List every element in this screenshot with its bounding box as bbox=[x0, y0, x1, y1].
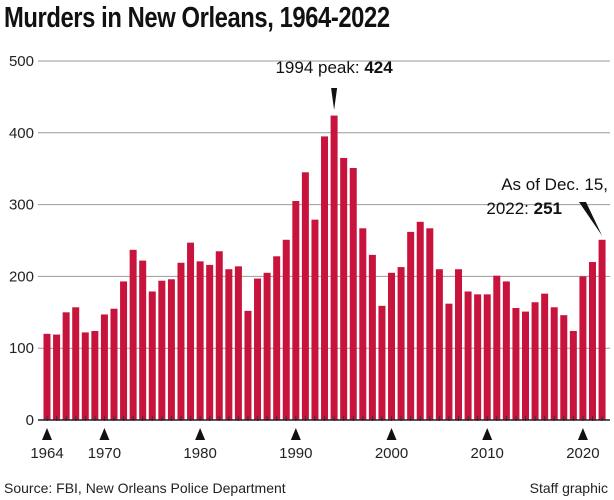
peak-pointer-icon bbox=[331, 88, 338, 110]
bar-2020 bbox=[579, 276, 587, 420]
bar-1989 bbox=[282, 239, 290, 420]
latest-annotation-line1: As of Dec. 15, bbox=[501, 175, 608, 194]
bar-2007 bbox=[455, 269, 463, 420]
bar-1993 bbox=[321, 136, 329, 420]
x-tick-arrow-icon bbox=[290, 428, 301, 440]
bar-1987 bbox=[263, 272, 271, 420]
bar-2018 bbox=[560, 315, 568, 420]
credit: Staff graphic bbox=[529, 480, 608, 496]
bar-2011 bbox=[493, 275, 501, 420]
bar-2019 bbox=[569, 330, 577, 420]
x-tick-label: 2000 bbox=[375, 445, 408, 462]
bar-2002 bbox=[407, 231, 415, 420]
bar-1981 bbox=[206, 264, 214, 420]
chart-title: Murders in New Orleans, 1964-2022 bbox=[4, 2, 390, 34]
y-tick-label: 0 bbox=[26, 412, 34, 429]
latest-annotation-line2: 2022: 251 bbox=[486, 199, 562, 218]
bar-1974 bbox=[139, 260, 147, 420]
x-tick-arrow-icon bbox=[195, 428, 206, 440]
bar-1997 bbox=[359, 228, 367, 420]
bar-2005 bbox=[435, 269, 443, 420]
bar-1992 bbox=[311, 219, 319, 420]
y-tick-label: 500 bbox=[9, 53, 34, 70]
bar-2001 bbox=[397, 267, 405, 420]
bar-2006 bbox=[445, 303, 453, 420]
bar-2016 bbox=[541, 293, 549, 420]
x-tick-label: 1970 bbox=[88, 445, 121, 462]
x-tick-arrow-icon bbox=[42, 428, 52, 440]
bar-1996 bbox=[349, 167, 357, 420]
bar-1965 bbox=[53, 334, 61, 420]
bar-1975 bbox=[148, 291, 156, 420]
bar-1972 bbox=[120, 281, 128, 420]
bar-2013 bbox=[512, 307, 520, 420]
x-tick-arrow-icon bbox=[482, 428, 493, 440]
bar-1970 bbox=[100, 314, 108, 420]
bar-2012 bbox=[502, 281, 510, 420]
y-tick-label: 100 bbox=[9, 340, 34, 357]
bar-1990 bbox=[292, 201, 300, 420]
bar-1973 bbox=[129, 249, 137, 420]
x-tick-arrow-icon bbox=[386, 428, 397, 440]
peak-annotation: 1994 peak: 424 bbox=[275, 58, 393, 77]
bar-1994 bbox=[330, 115, 338, 421]
bar-1988 bbox=[273, 256, 281, 420]
bar-1966 bbox=[62, 312, 70, 420]
bar-1982 bbox=[215, 251, 223, 420]
x-tick-label: 1980 bbox=[183, 445, 216, 462]
latest-pointer-icon bbox=[579, 202, 603, 236]
bar-2004 bbox=[426, 228, 434, 420]
x-tick-label: 2020 bbox=[566, 445, 599, 462]
bar-2015 bbox=[531, 302, 539, 420]
x-tick-arrow-icon bbox=[99, 428, 110, 440]
bar-1971 bbox=[110, 308, 118, 420]
y-tick-label: 200 bbox=[9, 268, 34, 285]
bar-1986 bbox=[254, 278, 262, 420]
bar-1969 bbox=[91, 330, 99, 420]
x-tick-label: 1990 bbox=[279, 445, 312, 462]
y-tick-label: 300 bbox=[9, 197, 34, 214]
bar-2008 bbox=[464, 291, 472, 420]
bar-2010 bbox=[483, 294, 491, 420]
bar-1968 bbox=[81, 332, 89, 420]
bar-2017 bbox=[550, 307, 558, 420]
x-tick-label: 1964 bbox=[30, 445, 63, 462]
bar-1983 bbox=[225, 269, 233, 420]
y-tick-label: 400 bbox=[9, 125, 34, 142]
bar-1985 bbox=[244, 310, 252, 420]
bar-1999 bbox=[378, 305, 386, 420]
bar-1977 bbox=[167, 279, 175, 420]
bar-1995 bbox=[340, 157, 348, 420]
bar-2022 bbox=[598, 239, 606, 420]
bar-2009 bbox=[474, 294, 482, 420]
x-tick-arrow-icon bbox=[577, 428, 588, 440]
bar-1979 bbox=[187, 242, 195, 420]
bar-1967 bbox=[72, 307, 80, 420]
bar-2014 bbox=[522, 311, 529, 420]
bar-2003 bbox=[416, 221, 424, 420]
bar-1980 bbox=[196, 261, 204, 420]
source-note: Source: FBI, New Orleans Police Departme… bbox=[4, 480, 286, 496]
bar-1998 bbox=[368, 254, 376, 420]
x-tick-label: 2010 bbox=[471, 445, 504, 462]
bar-1984 bbox=[234, 266, 242, 420]
bar-2000 bbox=[388, 272, 396, 420]
bar-1978 bbox=[177, 262, 185, 420]
bar-1991 bbox=[301, 172, 309, 420]
bar-1964 bbox=[43, 333, 51, 420]
bar-1976 bbox=[158, 280, 166, 420]
bar-2021 bbox=[588, 262, 596, 420]
